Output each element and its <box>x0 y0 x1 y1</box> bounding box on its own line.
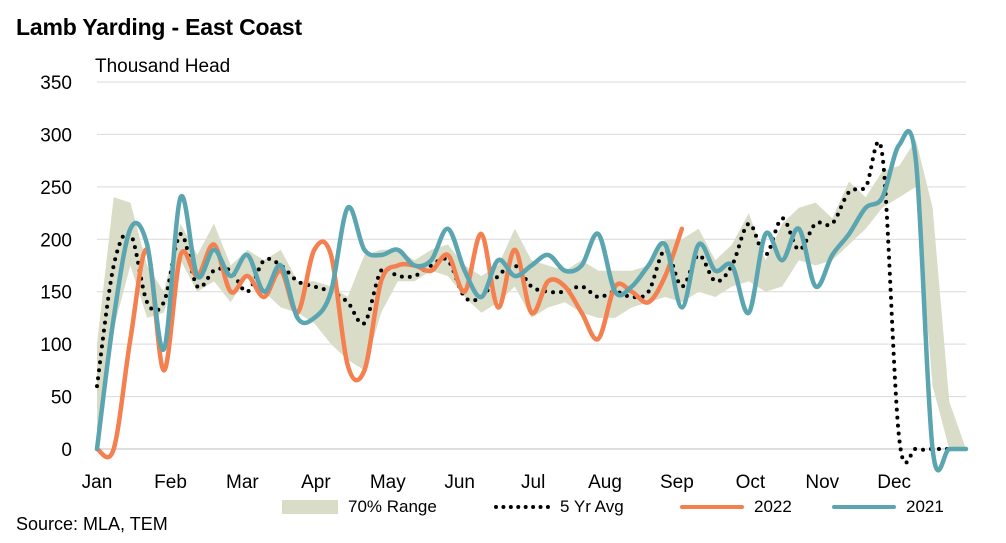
legend-label-2022: 2022 <box>754 497 792 516</box>
x-tick-label: Jun <box>444 472 475 493</box>
x-tick-label: May <box>370 472 406 493</box>
x-tick-label: Sep <box>660 472 694 493</box>
y-tick-label: 250 <box>40 178 72 199</box>
legend-item-avg: 5 Yr Avg <box>494 497 624 517</box>
x-tick-label: Nov <box>805 472 839 493</box>
range-band <box>97 139 966 449</box>
x-tick-label: Apr <box>301 472 331 493</box>
y-tick-label: 150 <box>40 283 72 304</box>
x-tick-label: Jul <box>521 472 545 493</box>
y-tick-label: 300 <box>40 125 72 146</box>
legend-label-range: 70% Range <box>348 497 437 516</box>
y-tick-label: 200 <box>40 230 72 251</box>
legend-label-avg: 5 Yr Avg <box>560 497 624 516</box>
legend-swatch-2021 <box>832 505 896 509</box>
y-tick-label: 100 <box>40 335 72 356</box>
y-axis-unit-label: Thousand Head <box>95 56 231 77</box>
x-tick-label: Mar <box>226 472 259 493</box>
x-tick-label: Oct <box>736 472 766 493</box>
y-tick-label: 50 <box>51 388 72 409</box>
legend-item-2022: 2022 <box>680 497 792 517</box>
y-tick-label: 350 <box>40 73 72 94</box>
legend-swatch-2022 <box>680 505 744 509</box>
source-note: Source: MLA, TEM <box>16 514 168 534</box>
legend-item-range: 70% Range <box>282 497 437 517</box>
chart-title: Lamb Yarding - East Coast <box>16 14 302 40</box>
x-tick-label: Aug <box>588 472 622 493</box>
x-tick-label: Jan <box>82 472 113 493</box>
series-line-5yr-avg <box>95 140 968 465</box>
x-tick-label: Feb <box>154 472 187 493</box>
x-tick-label: Dec <box>877 472 911 493</box>
y-tick-label: 0 <box>61 440 72 461</box>
chart-legend: 70% Range 5 Yr Avg 2022 2021 <box>0 497 1006 523</box>
legend-label-2021: 2021 <box>906 497 944 516</box>
series-line-2021 <box>94 129 969 473</box>
legend-swatch-range <box>282 500 338 514</box>
legend-item-2021: 2021 <box>832 497 944 517</box>
series-line-2022 <box>94 226 685 460</box>
legend-swatch-avg <box>494 505 550 509</box>
